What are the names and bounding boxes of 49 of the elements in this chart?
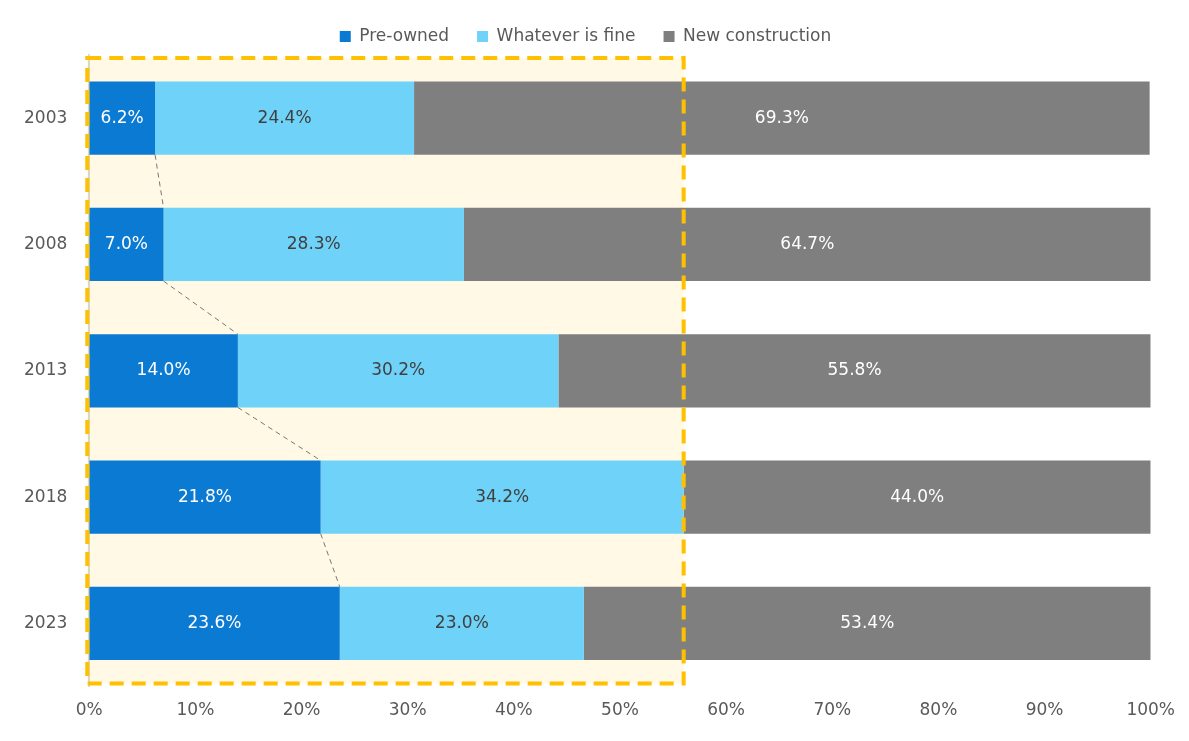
bar bbox=[339, 586, 584, 661]
x-tick-label: 20% bbox=[282, 699, 321, 720]
y-tick-label: 2008 bbox=[24, 232, 68, 253]
data-label: 6.2% bbox=[100, 106, 144, 127]
bar bbox=[155, 81, 415, 155]
data-label: 30.2% bbox=[371, 359, 426, 380]
data-label: 7.0% bbox=[104, 232, 149, 253]
bar bbox=[583, 586, 1151, 661]
x-tick-label: 0% bbox=[75, 699, 103, 720]
x-tick-label: 10% bbox=[176, 699, 215, 720]
x-tick-label: 30% bbox=[388, 699, 427, 720]
bar bbox=[163, 207, 464, 282]
legend-label: New construction bbox=[683, 24, 832, 45]
bar bbox=[89, 586, 340, 661]
x-tick-label: 100% bbox=[1126, 699, 1175, 720]
bar bbox=[320, 460, 684, 534]
data-label: 24.4% bbox=[257, 106, 312, 127]
y-tick-label: 2023 bbox=[24, 611, 68, 632]
bar bbox=[89, 81, 156, 155]
bar bbox=[414, 81, 1150, 155]
x-tick-label: 90% bbox=[1025, 699, 1064, 720]
bar bbox=[237, 334, 559, 408]
data-label: 69.3% bbox=[754, 106, 809, 127]
y-tick-label: 2013 bbox=[24, 359, 68, 380]
bar bbox=[89, 460, 321, 534]
data-label: 55.8% bbox=[827, 359, 882, 380]
data-label: 28.3% bbox=[286, 232, 341, 253]
x-tick-label: 70% bbox=[813, 699, 852, 720]
y-tick-label: 2018 bbox=[24, 485, 68, 506]
y-tick-label: 2003 bbox=[24, 106, 68, 127]
x-tick-label: 50% bbox=[601, 699, 639, 720]
x-tick-label: 80% bbox=[919, 699, 958, 720]
legend-label: Whatever is fine bbox=[496, 24, 636, 45]
data-label: 14.0% bbox=[136, 359, 191, 380]
data-label: 21.8% bbox=[177, 485, 232, 506]
bar bbox=[463, 207, 1151, 282]
bar bbox=[89, 207, 164, 282]
bar bbox=[558, 334, 1151, 408]
data-label: 34.2% bbox=[475, 485, 530, 506]
data-label: 64.7% bbox=[780, 232, 835, 253]
legend-label: Pre-owned bbox=[359, 24, 450, 45]
data-label: 23.6% bbox=[187, 611, 242, 632]
x-tick-label: 40% bbox=[494, 699, 533, 720]
x-tick-label: 60% bbox=[707, 699, 746, 720]
bar bbox=[89, 334, 238, 408]
bar bbox=[683, 460, 1151, 534]
data-label: 44.0% bbox=[890, 485, 945, 506]
data-label: 23.0% bbox=[434, 611, 489, 632]
data-label: 53.4% bbox=[840, 611, 895, 632]
